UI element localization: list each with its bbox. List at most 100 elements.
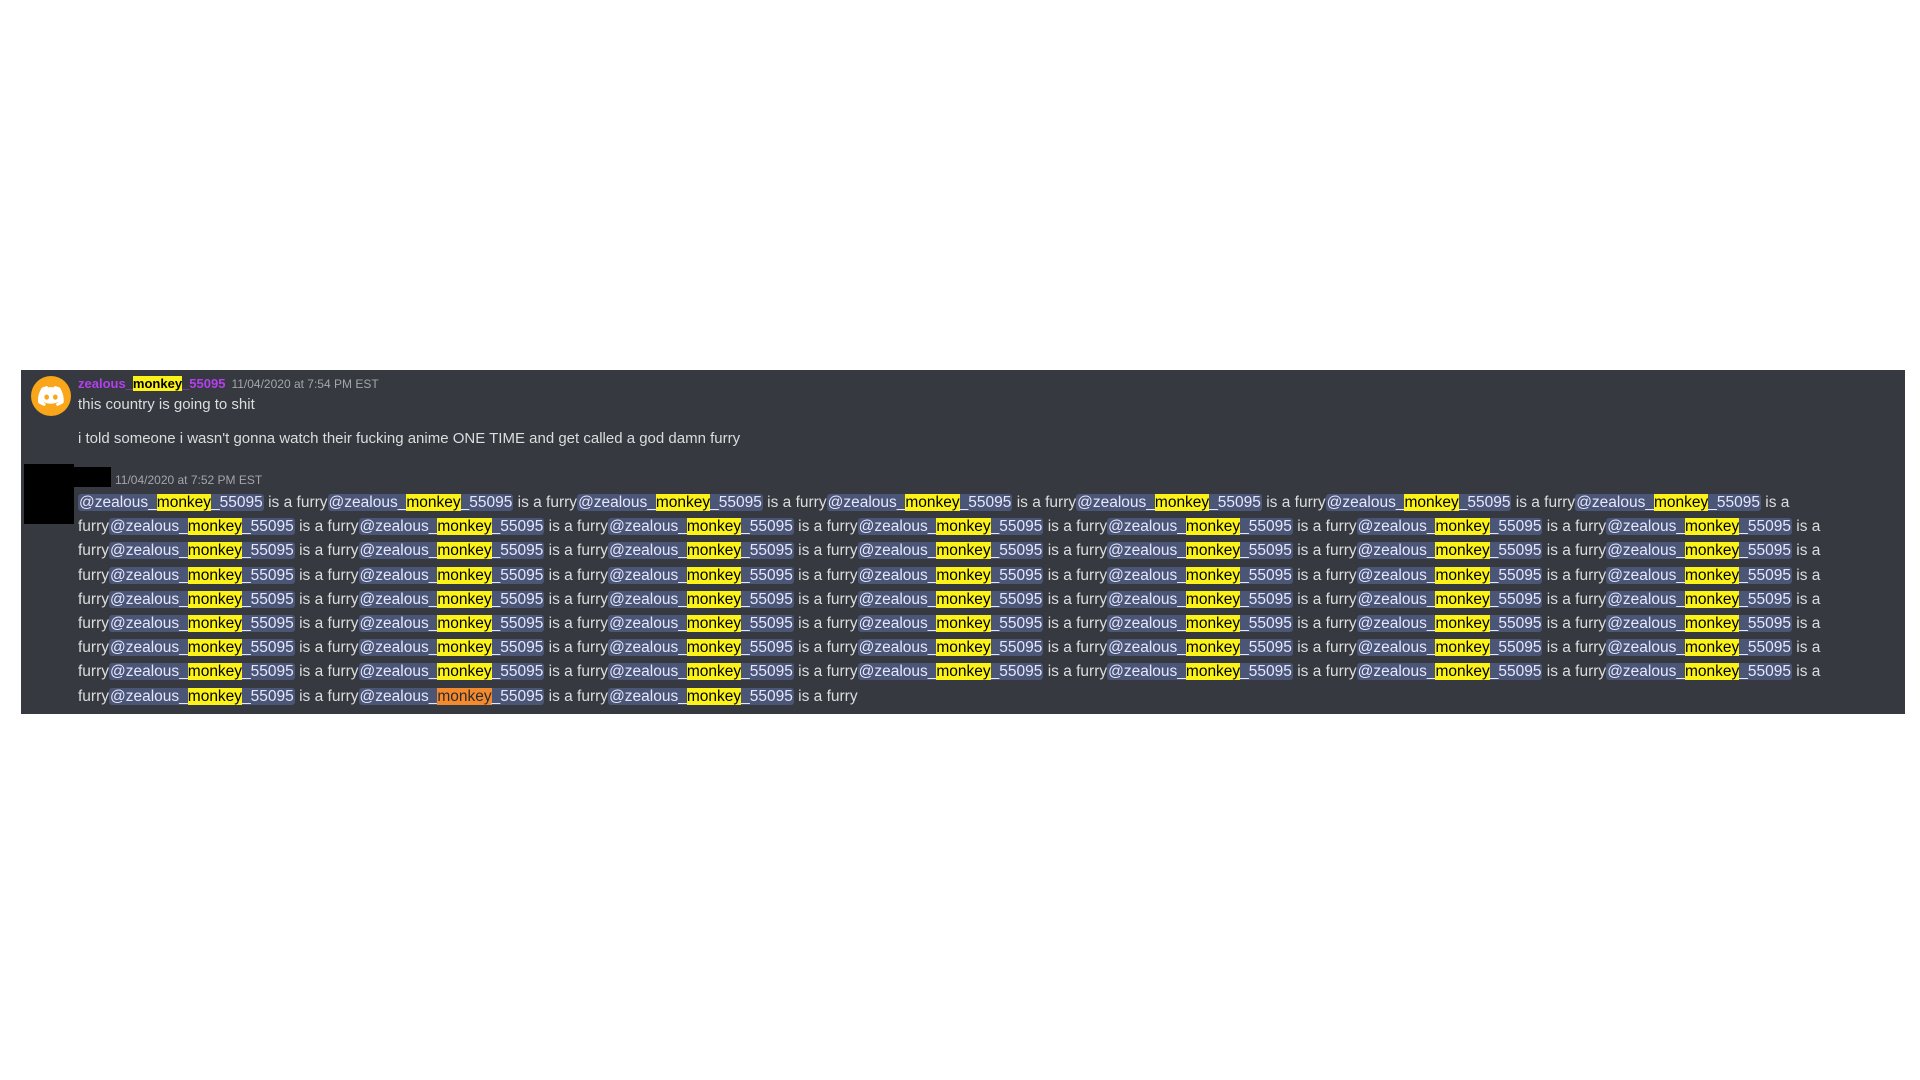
search-highlight: monkey bbox=[1185, 639, 1241, 657]
user-mention[interactable]: @zealous_monkey_55095 bbox=[1107, 518, 1293, 536]
user-mention[interactable]: @zealous_monkey_55095 bbox=[1606, 663, 1792, 681]
user-mention[interactable]: @zealous_monkey_55095 bbox=[109, 590, 295, 608]
user-mention[interactable]: @zealous_monkey_55095 bbox=[1325, 494, 1512, 511]
user-mention[interactable]: @zealous_monkey_55095 bbox=[826, 494, 1013, 511]
user-mention[interactable]: @zealous_monkey_55095 bbox=[109, 566, 295, 584]
message-text: is a furry bbox=[1043, 566, 1108, 584]
user-mention[interactable]: @zealous_monkey_55095 bbox=[1107, 542, 1293, 560]
search-highlight: monkey bbox=[686, 566, 742, 584]
message-text: is a furry bbox=[1292, 542, 1357, 560]
redacted-avatar bbox=[24, 464, 74, 524]
user-mention[interactable]: @zealous_monkey_55095 bbox=[358, 590, 545, 608]
user-mention[interactable]: @zealous_monkey_55095 bbox=[358, 518, 545, 536]
search-highlight: monkey bbox=[1684, 663, 1740, 681]
search-highlight: monkey bbox=[1435, 542, 1490, 560]
user-mention[interactable]: @zealous_monkey_55095 bbox=[608, 639, 794, 657]
avatar[interactable] bbox=[31, 376, 71, 416]
chat-panel: zealous_monkey_55095 11/04/2020 at 7:54 P… bbox=[21, 370, 1905, 714]
message-text: is a furry bbox=[78, 639, 1821, 681]
search-highlight: monkey bbox=[1684, 590, 1740, 608]
user-mention[interactable]: @zealous_monkey_55095 bbox=[78, 494, 264, 511]
user-mention[interactable]: @zealous_monkey_55095 bbox=[1606, 518, 1792, 536]
message-text: is a furry bbox=[513, 494, 578, 511]
user-mention[interactable]: @zealous_monkey_55095 bbox=[608, 542, 794, 560]
search-highlight: monkey bbox=[1435, 566, 1490, 584]
search-highlight: monkey bbox=[437, 615, 492, 633]
user-mention[interactable]: @zealous_monkey_55095 bbox=[1606, 615, 1792, 633]
user-mention[interactable]: @zealous_monkey_55095 bbox=[857, 663, 1044, 681]
user-mention[interactable]: @zealous_monkey_55095 bbox=[608, 590, 794, 608]
user-mention[interactable]: @zealous_monkey_55095 bbox=[1076, 494, 1262, 511]
user-mention[interactable]: @zealous_monkey_55095 bbox=[109, 542, 295, 560]
user-mention[interactable]: @zealous_monkey_55095 bbox=[1107, 566, 1293, 584]
search-highlight: monkey bbox=[1684, 615, 1740, 633]
user-mention[interactable]: @zealous_monkey_55095 bbox=[1606, 566, 1792, 584]
user-mention[interactable]: @zealous_monkey_55095 bbox=[358, 663, 545, 681]
search-highlight: monkey bbox=[437, 639, 492, 657]
search-highlight: monkey bbox=[936, 663, 991, 681]
user-mention[interactable]: @zealous_monkey_55095 bbox=[358, 566, 545, 584]
spam-message-text: @zealous_monkey_55095 is a furry@zealous… bbox=[78, 491, 1902, 709]
message-timestamp: 11/04/2020 at 7:54 PM EST bbox=[231, 377, 379, 391]
user-mention[interactable]: @zealous_monkey_55095 bbox=[109, 518, 295, 536]
user-mention[interactable]: @zealous_monkey_55095 bbox=[608, 566, 794, 584]
user-mention[interactable]: @zealous_monkey_55095 bbox=[1356, 663, 1543, 681]
user-mention[interactable]: @zealous_monkey_55095 bbox=[109, 663, 295, 681]
message-text: is a furry bbox=[544, 542, 609, 560]
user-mention[interactable]: @zealous_monkey_55095 bbox=[1356, 639, 1543, 657]
user-mention[interactable]: @zealous_monkey_55095 bbox=[109, 615, 295, 633]
user-mention[interactable]: @zealous_monkey_55095 bbox=[1356, 615, 1543, 633]
user-mention[interactable]: @zealous_monkey_55095 bbox=[608, 663, 794, 681]
message-text: is a furry bbox=[544, 566, 609, 584]
user-mention[interactable]: @zealous_monkey_55095 bbox=[608, 518, 794, 536]
message-text: is a furry bbox=[294, 663, 359, 681]
user-mention[interactable]: @zealous_monkey_55095 bbox=[109, 687, 295, 705]
user-mention[interactable]: @zealous_monkey_55095 bbox=[1107, 663, 1293, 681]
user-mention[interactable]: @zealous_monkey_55095 bbox=[577, 494, 763, 511]
message-text: is a furry bbox=[793, 639, 858, 657]
user-mention[interactable]: @zealous_monkey_55095 bbox=[608, 615, 794, 633]
message-text: is a furry bbox=[1542, 639, 1607, 657]
search-highlight: monkey bbox=[1435, 663, 1490, 681]
search-highlight: monkey bbox=[686, 518, 742, 536]
search-highlight: monkey bbox=[437, 663, 492, 681]
user-mention[interactable]: @zealous_monkey_55095 bbox=[857, 542, 1044, 560]
user-mention[interactable]: @zealous_monkey_55095 bbox=[358, 542, 545, 560]
search-highlight: monkey bbox=[1404, 494, 1459, 511]
user-mention[interactable]: @zealous_monkey_55095 bbox=[857, 615, 1044, 633]
user-mention[interactable]: @zealous_monkey_55095 bbox=[358, 687, 545, 705]
user-mention[interactable]: @zealous_monkey_55095 bbox=[358, 615, 545, 633]
search-highlight: monkey bbox=[437, 687, 492, 705]
username[interactable]: zealous_monkey_55095 bbox=[78, 376, 226, 391]
user-mention[interactable]: @zealous_monkey_55095 bbox=[857, 639, 1044, 657]
search-highlight: monkey bbox=[1684, 518, 1740, 536]
search-highlight: monkey bbox=[1185, 542, 1241, 560]
user-mention[interactable]: @zealous_monkey_55095 bbox=[857, 590, 1044, 608]
user-mention[interactable]: @zealous_monkey_55095 bbox=[1107, 590, 1293, 608]
message-text: is a furry bbox=[1043, 590, 1108, 608]
message-text: is a furry bbox=[1292, 639, 1357, 657]
user-mention[interactable]: @zealous_monkey_55095 bbox=[1356, 590, 1543, 608]
user-mention[interactable]: @zealous_monkey_55095 bbox=[1356, 566, 1543, 584]
search-highlight: monkey bbox=[936, 542, 991, 560]
message-text: is a furry bbox=[1043, 518, 1108, 536]
user-mention[interactable]: @zealous_monkey_55095 bbox=[327, 494, 514, 511]
message-text: is a furry bbox=[78, 615, 1821, 657]
user-mention[interactable]: @zealous_monkey_55095 bbox=[109, 639, 295, 657]
user-mention[interactable]: @zealous_monkey_55095 bbox=[1606, 590, 1792, 608]
user-mention[interactable]: @zealous_monkey_55095 bbox=[1107, 639, 1293, 657]
user-mention[interactable]: @zealous_monkey_55095 bbox=[1356, 518, 1543, 536]
user-mention[interactable]: @zealous_monkey_55095 bbox=[857, 518, 1044, 536]
search-highlight: monkey bbox=[686, 687, 742, 705]
user-mention[interactable]: @zealous_monkey_55095 bbox=[358, 639, 545, 657]
search-highlight: monkey bbox=[936, 590, 991, 608]
redacted-username bbox=[74, 467, 111, 487]
user-mention[interactable]: @zealous_monkey_55095 bbox=[1356, 542, 1543, 560]
user-mention[interactable]: @zealous_monkey_55095 bbox=[1606, 542, 1792, 560]
user-mention[interactable]: @zealous_monkey_55095 bbox=[1606, 639, 1792, 657]
user-mention[interactable]: @zealous_monkey_55095 bbox=[857, 566, 1044, 584]
message-text: is a furry bbox=[1292, 566, 1357, 584]
user-mention[interactable]: @zealous_monkey_55095 bbox=[608, 687, 794, 705]
user-mention[interactable]: @zealous_monkey_55095 bbox=[1107, 615, 1293, 633]
user-mention[interactable]: @zealous_monkey_55095 bbox=[1575, 494, 1761, 511]
